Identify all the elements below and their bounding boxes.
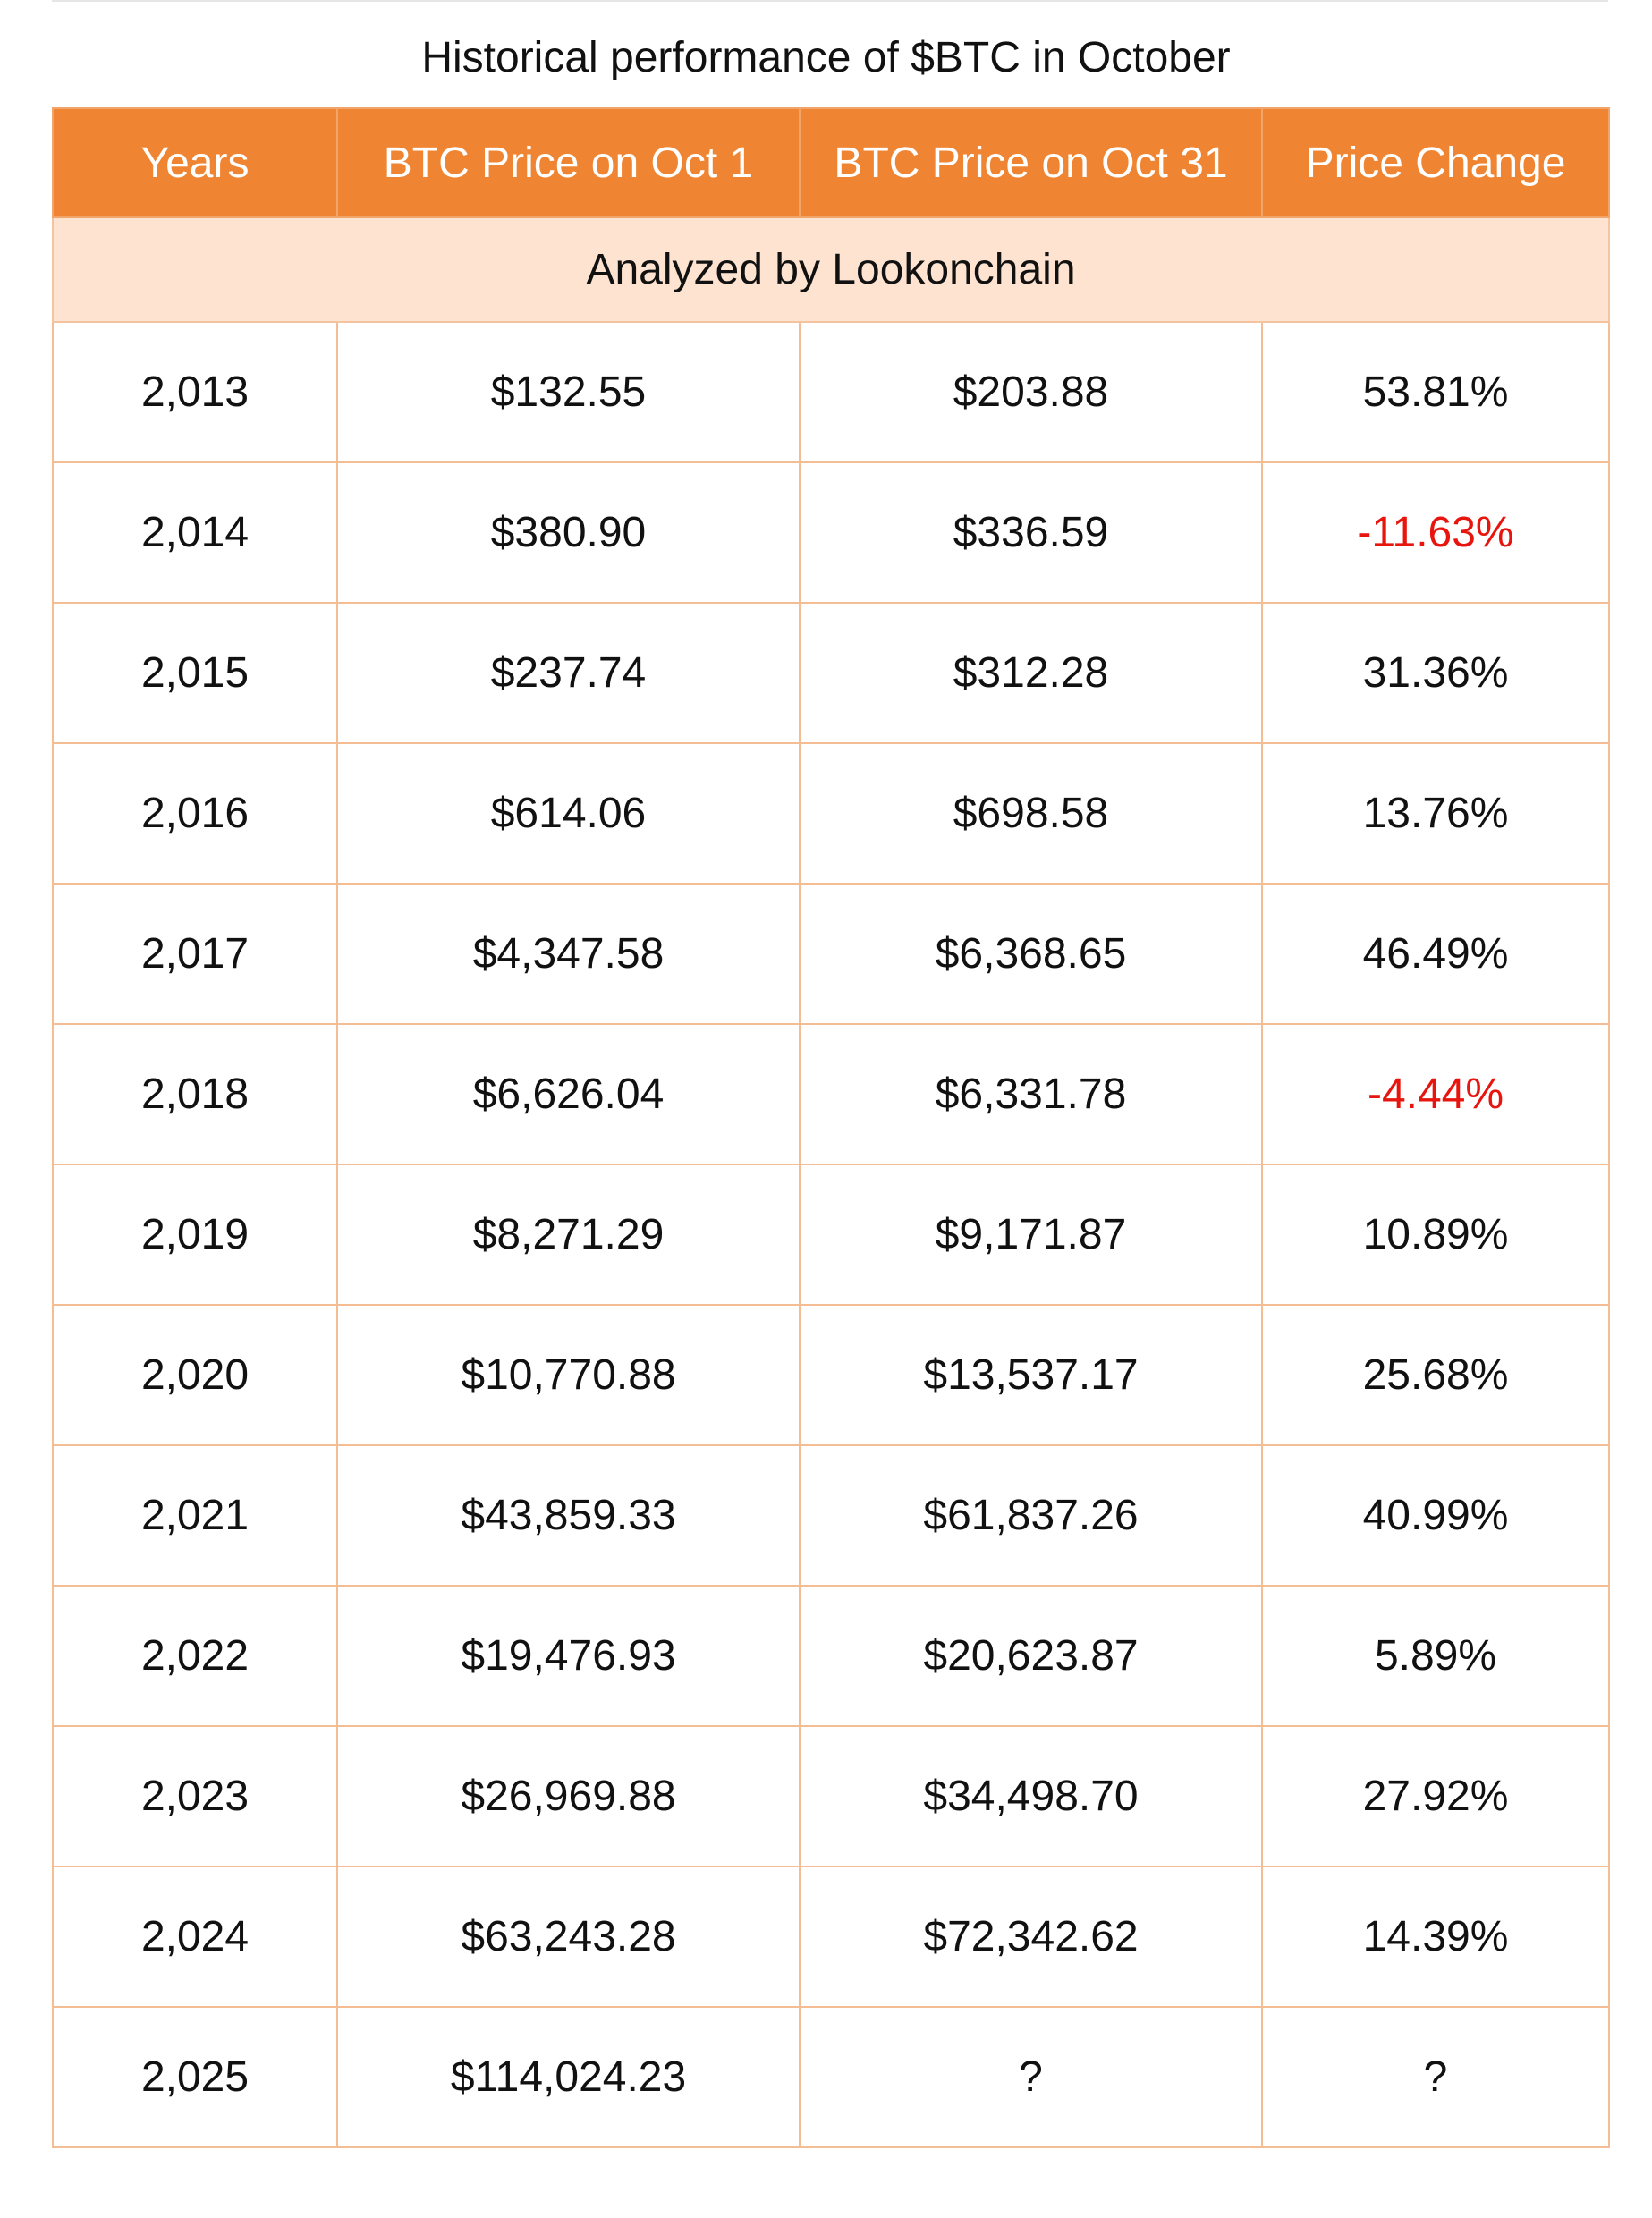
year-cell: 2,017 [52, 883, 338, 1025]
column-header-years: Years [52, 107, 338, 218]
price-change-cell: 46.49% [1261, 883, 1610, 1025]
year-cell: 2,016 [52, 742, 338, 885]
subheader-row: Analyzed by Lookonchain [52, 216, 1610, 323]
price-oct-31-cell: $698.58 [799, 742, 1263, 885]
price-change-cell: 40.99% [1261, 1444, 1610, 1587]
column-header-price-oct-31: BTC Price on Oct 31 [799, 107, 1263, 218]
price-change-cell: 5.89% [1261, 1585, 1610, 1727]
price-oct-31-cell: $34,498.70 [799, 1725, 1263, 1867]
year-cell: 2,021 [52, 1444, 338, 1587]
price-oct-1-cell: $19,476.93 [336, 1585, 801, 1727]
header-row: Years BTC Price on Oct 1 BTC Price on Oc… [52, 107, 1610, 218]
year-cell: 2,024 [52, 1866, 338, 2008]
price-oct-31-cell: $20,623.87 [799, 1585, 1263, 1727]
price-change-cell: 14.39% [1261, 1866, 1610, 2008]
year-cell: 2,023 [52, 1725, 338, 1867]
price-oct-1-cell: $63,243.28 [336, 1866, 801, 2008]
price-oct-31-cell: $6,368.65 [799, 883, 1263, 1025]
price-change-cell: 31.36% [1261, 602, 1610, 744]
price-change-cell: ? [1261, 2006, 1610, 2148]
table-row: 2,020 $10,770.88 $13,537.17 25.68% [52, 1304, 1610, 1446]
year-cell: 2,018 [52, 1023, 338, 1165]
price-oct-1-cell: $6,626.04 [336, 1023, 801, 1165]
table-row: 2,015 $237.74 $312.28 31.36% [52, 602, 1610, 744]
price-oct-1-cell: $26,969.88 [336, 1725, 801, 1867]
table-row: 2,016 $614.06 $698.58 13.76% [52, 742, 1610, 885]
price-change-cell: -4.44% [1261, 1023, 1610, 1165]
year-cell: 2,014 [52, 461, 338, 604]
price-oct-31-cell: $6,331.78 [799, 1023, 1263, 1165]
analyzed-by-label: Analyzed by Lookonchain [52, 216, 1610, 323]
table-row: 2,018 $6,626.04 $6,331.78 -4.44% [52, 1023, 1610, 1165]
price-oct-31-cell: $203.88 [799, 321, 1263, 463]
table-row: 2,022 $19,476.93 $20,623.87 5.89% [52, 1585, 1610, 1727]
price-oct-31-cell: $72,342.62 [799, 1866, 1263, 2008]
price-oct-1-cell: $132.55 [336, 321, 801, 463]
table-body: Analyzed by Lookonchain 2,013 $132.55 $203… [52, 216, 1610, 2148]
price-oct-1-cell: $4,347.58 [336, 883, 801, 1025]
price-oct-1-cell: $8,271.29 [336, 1164, 801, 1306]
table-row: 2,024 $63,243.28 $72,342.62 14.39% [52, 1866, 1610, 2008]
price-oct-1-cell: $114,024.23 [336, 2006, 801, 2148]
year-cell: 2,015 [52, 602, 338, 744]
table-row: 2,014 $380.90 $336.59 -11.63% [52, 461, 1610, 604]
table-title: Historical performance of $BTC in Octobe… [421, 34, 1231, 81]
price-oct-31-cell: $9,171.87 [799, 1164, 1263, 1306]
price-oct-31-cell: $312.28 [799, 602, 1263, 744]
column-header-price-change: Price Change [1261, 107, 1610, 218]
price-oct-1-cell: $614.06 [336, 742, 801, 885]
price-oct-1-cell: $10,770.88 [336, 1304, 801, 1446]
table-row: 2,017 $4,347.58 $6,368.65 46.49% [52, 883, 1610, 1025]
year-cell: 2,025 [52, 2006, 338, 2148]
table-row: 2,019 $8,271.29 $9,171.87 10.89% [52, 1164, 1610, 1306]
price-oct-31-cell: $61,837.26 [799, 1444, 1263, 1587]
price-change-cell: -11.63% [1261, 461, 1610, 604]
price-oct-31-cell: $336.59 [799, 461, 1263, 604]
table-row: 2,023 $26,969.88 $34,498.70 27.92% [52, 1725, 1610, 1867]
price-change-cell: 25.68% [1261, 1304, 1610, 1446]
top-divider [52, 0, 1608, 2]
table-row: 2,021 $43,859.33 $61,837.26 40.99% [52, 1444, 1610, 1587]
price-change-cell: 13.76% [1261, 742, 1610, 885]
price-oct-1-cell: $43,859.33 [336, 1444, 801, 1587]
year-cell: 2,019 [52, 1164, 338, 1306]
year-cell: 2,013 [52, 321, 338, 463]
price-oct-1-cell: $237.74 [336, 602, 801, 744]
btc-october-table: Years BTC Price on Oct 1 BTC Price on Oc… [52, 107, 1610, 2148]
year-cell: 2,022 [52, 1585, 338, 1727]
year-cell: 2,020 [52, 1304, 338, 1446]
price-oct-1-cell: $380.90 [336, 461, 801, 604]
table-row: 2,013 $132.55 $203.88 53.81% [52, 321, 1610, 463]
price-change-cell: 27.92% [1261, 1725, 1610, 1867]
price-change-cell: 10.89% [1261, 1164, 1610, 1306]
price-oct-31-cell: ? [799, 2006, 1263, 2148]
price-oct-31-cell: $13,537.17 [799, 1304, 1263, 1446]
price-change-cell: 53.81% [1261, 321, 1610, 463]
table-row: 2,025 $114,024.23?? [52, 2006, 1610, 2148]
column-header-price-oct-1: BTC Price on Oct 1 [336, 107, 801, 218]
